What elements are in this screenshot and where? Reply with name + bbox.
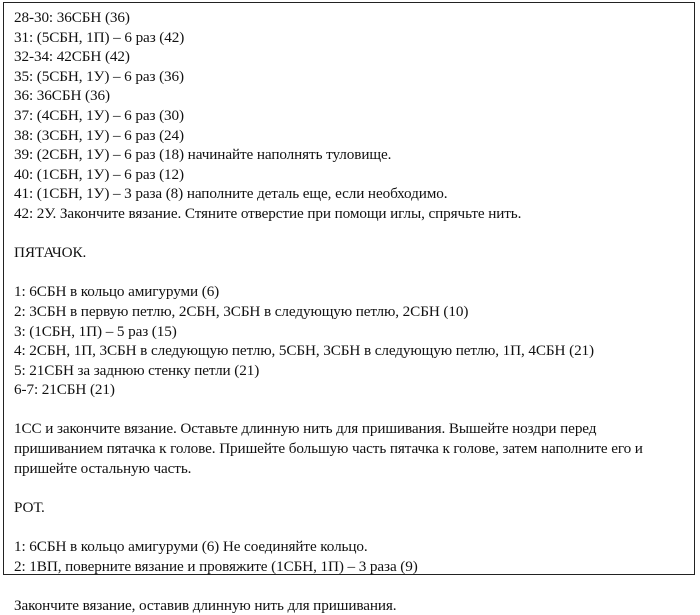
instruction-line: пришиванием пятачка к голове. Пришейте б… [14, 440, 643, 458]
mouth-section: РОТ. 1: 6СБН в кольцо амигуруми (6) Не с… [14, 498, 694, 615]
instruction-line: Закончите вязание, оставив длинную нить … [14, 596, 397, 614]
pattern-row: 32-34: 42СБН (42) [14, 48, 130, 66]
pattern-row: 42: 2У. Закончите вязание. Стяните отвер… [14, 204, 522, 222]
pattern-row: 35: (5СБН, 1У) – 6 раз (36) [14, 67, 184, 85]
pattern-row: 1: 6СБН в кольцо амигуруми (6) Не соедин… [14, 538, 368, 556]
pattern-row: 2: 1ВП, поверните вязание и провяжите (1… [14, 557, 418, 575]
snout-section: ПЯТАЧОК. 1: 6СБН в кольцо амигуруми (6) … [14, 243, 694, 478]
section-heading: РОТ. [14, 498, 45, 516]
pattern-row: 1: 6СБН в кольцо амигуруми (6) [14, 283, 220, 301]
pattern-row: 31: (5СБН, 1П) – 6 раз (42) [14, 28, 185, 46]
pattern-row: 6-7: 21СБН (21) [14, 381, 115, 399]
instruction-line: 1СС и закончите вязание. Оставьте длинну… [14, 420, 597, 438]
pattern-row: 40: (1СБН, 1У) – 6 раз (12) [14, 165, 184, 183]
pattern-row: 38: (3СБН, 1У) – 6 раз (24) [14, 126, 184, 144]
body-section: 28-30: 36СБН (36) 31: (5СБН, 1П) – 6 раз… [14, 8, 694, 224]
pattern-row: 36: 36СБН (36) [14, 87, 110, 105]
pattern-row: 28-30: 36СБН (36) [14, 9, 130, 26]
pattern-row: 41: (1СБН, 1У) – 3 раза (8) наполните де… [14, 185, 448, 203]
page-border [3, 2, 695, 575]
pattern-row: 4: 2СБН, 1П, 3СБН в следующую петлю, 5СБ… [14, 342, 595, 360]
pattern-row: 37: (4СБН, 1У) – 6 раз (30) [14, 106, 184, 124]
pattern-document: 28-30: 36СБН (36) 31: (5СБН, 1П) – 6 раз… [14, 8, 694, 615]
pattern-row: 2: 3СБН в первую петлю, 2СБН, 3СБН в сле… [14, 302, 469, 320]
pattern-row: 5: 21СБН за заднюю стенку петли (21) [14, 361, 260, 379]
pattern-row: 3: (1СБН, 1П) – 5 раз (15) [14, 322, 177, 340]
pattern-row: 39: (2СБН, 1У) – 6 раз (18) начинайте на… [14, 146, 392, 164]
instruction-line: пришейте остальную часть. [14, 459, 192, 477]
section-heading: ПЯТАЧОК. [14, 244, 87, 262]
